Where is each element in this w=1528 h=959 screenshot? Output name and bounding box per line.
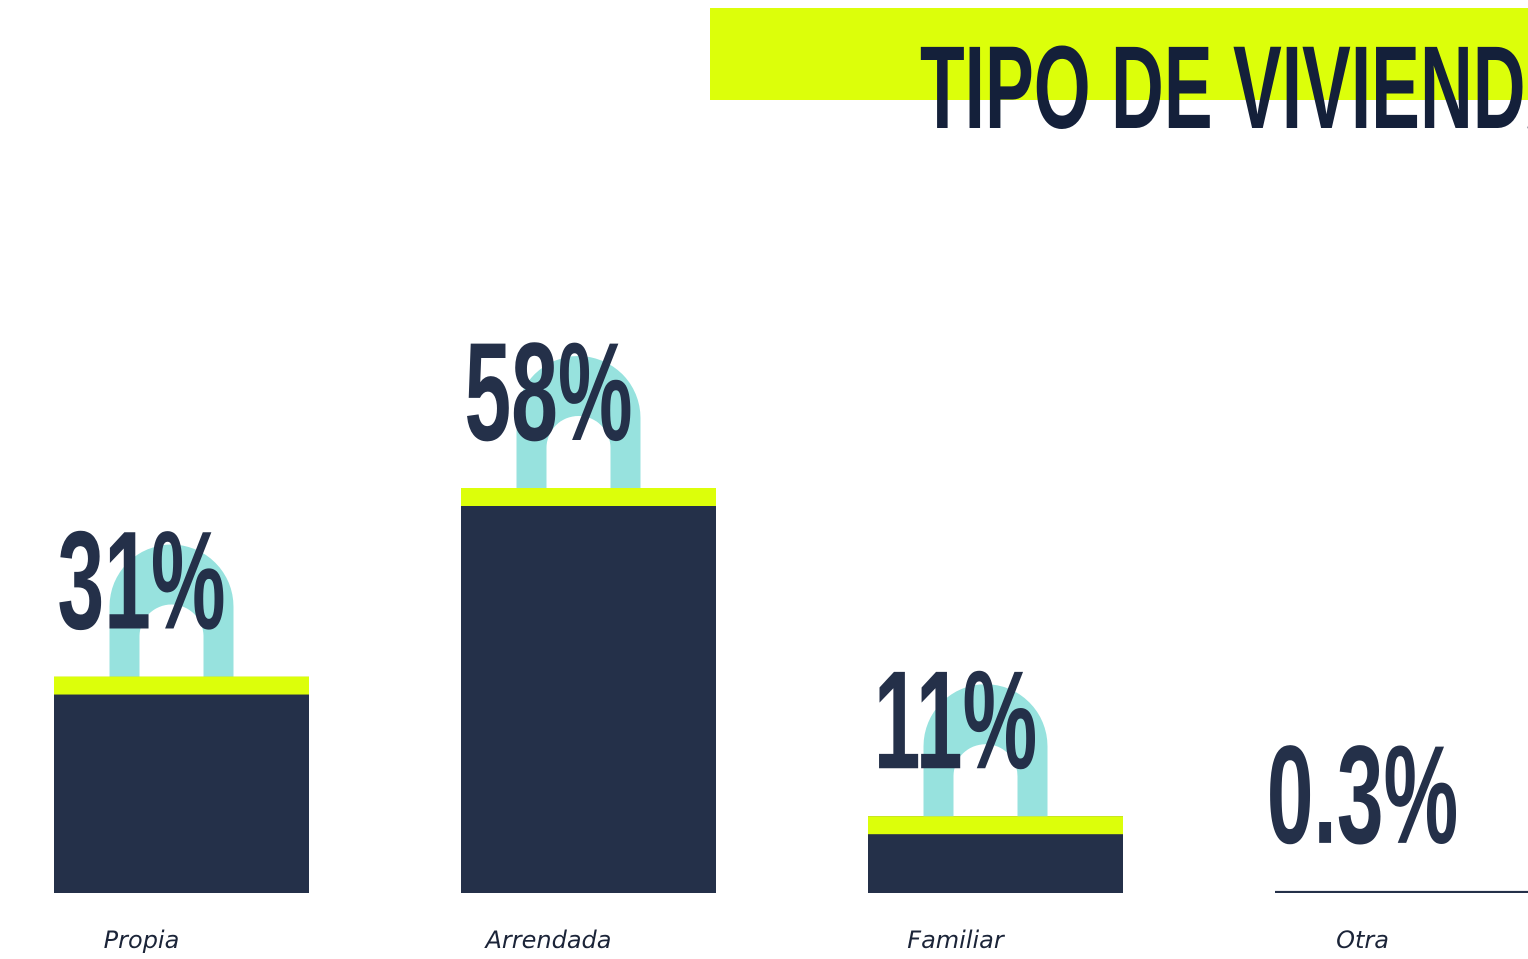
bar (1275, 890, 1528, 893)
value-label: 31% (57, 502, 225, 658)
value-label-group: 0.3% (1267, 717, 1458, 873)
category-label: Arrendada (483, 926, 611, 954)
bar-accent (54, 676, 309, 695)
title-banner (710, 8, 1528, 100)
value-label: 0.3% (1267, 717, 1458, 873)
bar-accent (461, 488, 716, 506)
value-label-group: 58% (464, 314, 632, 470)
house-arch (109, 544, 234, 677)
chart-title: TIPO DE VIVIENDA (920, 21, 1528, 153)
plot-area: 31% Propia 58% Arrendada 11% Familiar 0.3% Otra (54, 314, 1528, 954)
house-arch (923, 684, 1048, 817)
value-label: 11% (874, 642, 1037, 798)
title-group: TIPO DE VIVIENDA (920, 21, 1528, 153)
value-label-group: 11% (874, 642, 1037, 798)
bar-accent (868, 816, 1123, 835)
bar (54, 676, 309, 893)
category-label: Otra (1336, 926, 1389, 954)
category-label: Propia (104, 926, 180, 954)
category-label: Familiar (907, 926, 1006, 954)
bar (461, 488, 716, 893)
house-arch (516, 356, 641, 488)
value-label: 58% (464, 314, 632, 470)
value-label-group: 31% (57, 502, 225, 658)
